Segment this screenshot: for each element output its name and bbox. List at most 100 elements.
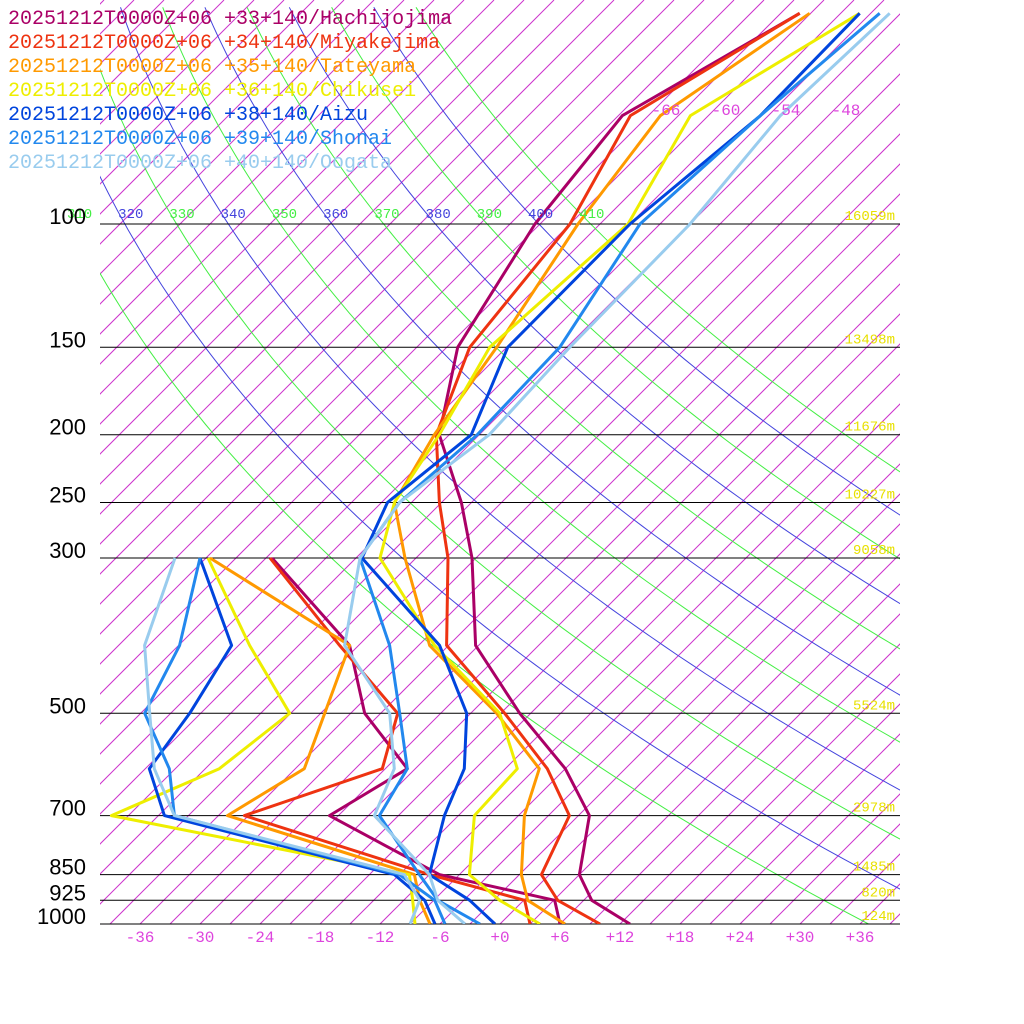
theta-label: 360	[323, 207, 348, 223]
x-tick-label: -12	[366, 929, 395, 947]
isotherm	[679, 703, 900, 924]
dry-adiabat	[120, 7, 900, 791]
theta-label: 380	[426, 207, 451, 223]
legend-entry: 20251212T0000Z+06 +39+140/Shonai	[8, 128, 392, 151]
isotherm	[529, 553, 900, 924]
isotherm	[100, 43, 900, 845]
legend-entry: 20251212T0000Z+06 +33+140/Hachijojima	[8, 8, 452, 31]
temperature-line	[360, 12, 861, 924]
isotherm	[559, 583, 900, 924]
x-tick-label: +6	[550, 929, 569, 947]
pressure-label: 700	[49, 796, 86, 821]
dry-adiabat	[331, 7, 900, 560]
isotherm	[100, 0, 735, 635]
dry-adiabat	[100, 175, 900, 890]
isotherm	[109, 133, 900, 924]
x-tick-label: +30	[786, 929, 815, 947]
temperature-line	[392, 12, 811, 924]
isotherm	[379, 403, 900, 924]
isotherm-label: -54	[772, 102, 801, 120]
height-label: 16059m	[845, 209, 895, 225]
pressure-label: 150	[49, 327, 86, 352]
isotherm	[349, 373, 900, 924]
dry-adiabat	[415, 7, 900, 473]
height-label: 9058m	[853, 543, 895, 559]
x-tick-label: -24	[246, 929, 275, 947]
height-label: 10227m	[845, 488, 895, 504]
isotherm	[199, 223, 900, 924]
isotherm	[499, 523, 900, 924]
pressure-label: 200	[49, 415, 86, 440]
isotherm	[649, 673, 900, 924]
labels: 310 320 330 340 350 360 370 380 390 400 410 1000 124…	[8, 8, 895, 947]
legend-entry: 20251212T0000Z+06 +38+140/Aizu	[8, 104, 368, 127]
isotherm	[619, 643, 900, 924]
theta-label: 330	[169, 207, 194, 223]
dewpoint-line	[143, 557, 447, 924]
legend-entry: 20251212T0000Z+06 +35+140/Tateyama	[8, 56, 416, 79]
x-tick-label: +0	[490, 929, 509, 947]
height-label: 2978m	[853, 801, 895, 817]
isotherm-label: -66	[652, 102, 681, 120]
pressure-label: 250	[49, 483, 86, 508]
isotherm	[100, 0, 345, 245]
isotherm	[259, 283, 900, 924]
height-label: 124m	[861, 909, 895, 925]
height-label: 5524m	[853, 698, 895, 714]
theta-label: 320	[118, 207, 143, 223]
dewpoint-line	[143, 557, 422, 924]
dewpoint-line	[242, 557, 532, 924]
isotherm	[100, 0, 405, 305]
isotherm	[469, 493, 900, 924]
x-tick-label: -36	[126, 929, 155, 947]
height-label: 820m	[861, 885, 895, 901]
x-tick-label: +24	[726, 929, 755, 947]
isotherm-label: -48	[832, 102, 861, 120]
isotherm	[100, 0, 645, 545]
dry-adiabat	[100, 68, 900, 840]
isotherm	[100, 0, 435, 335]
dry-adiabat	[288, 7, 900, 605]
theta-label: 370	[374, 207, 399, 223]
x-tick-label: +18	[666, 929, 695, 947]
isotherm	[100, 0, 855, 755]
height-label: 1485m	[853, 860, 895, 876]
isotherm	[100, 0, 375, 275]
legend-entry: 20251212T0000Z+06 +40+140/Oogata	[8, 152, 392, 175]
theta-label: 410	[579, 207, 604, 223]
isotherm	[289, 313, 900, 924]
x-tick-label: -30	[186, 929, 215, 947]
pressure-label: 300	[49, 538, 86, 563]
isotherm	[139, 163, 900, 924]
temperature-line	[378, 12, 861, 924]
isotherm	[589, 613, 900, 924]
theta-label: 390	[477, 207, 502, 223]
legend-entry: 20251212T0000Z+06 +36+140/Chikusei	[8, 80, 416, 103]
pressure-label: 1000	[37, 904, 86, 929]
temperature-line	[434, 12, 801, 924]
isotherm	[739, 763, 900, 924]
isotherm	[229, 253, 900, 924]
isotherm	[100, 0, 285, 185]
isotherm	[100, 0, 585, 485]
x-tick-label: -6	[430, 929, 449, 947]
isotherm	[100, 0, 465, 365]
isotherm	[319, 343, 900, 924]
isotherm	[100, 73, 900, 875]
x-tick-label: -18	[306, 929, 335, 947]
isotherm	[169, 193, 900, 924]
isotherm	[100, 0, 555, 455]
dry-adiabat	[204, 7, 900, 696]
isotherm	[439, 463, 900, 924]
height-label: 11676m	[845, 420, 895, 436]
dry-adiabat	[373, 7, 900, 516]
dry-adiabat	[162, 7, 900, 743]
isotherm	[100, 0, 615, 515]
isotherm	[100, 0, 675, 575]
isotherm	[100, 0, 525, 425]
temperature-line	[358, 12, 881, 924]
theta-label: 340	[221, 207, 246, 223]
x-tick-label: +36	[846, 929, 875, 947]
temperature-line	[437, 12, 801, 924]
